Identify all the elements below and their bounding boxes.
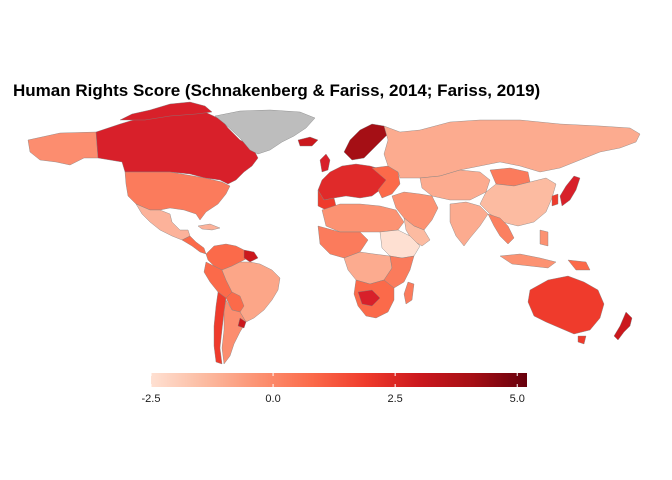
region-madagascar [403,281,415,305]
region-arabia [403,217,431,247]
legend-tick-label: 2.5 [387,393,403,405]
region-canada-islands [119,101,213,121]
region-mexico [135,203,191,241]
region-iceland [297,136,319,147]
region-philippines [539,229,549,247]
region-scandinavia [343,123,389,161]
region-central-america [181,235,207,255]
region-russia [383,119,641,179]
region-australia [527,275,605,335]
legend-tick-label: 5.0 [509,393,525,405]
region-usa [124,171,231,221]
region-uruguay [237,317,247,329]
region-korea [551,193,559,207]
region-caribbean [197,223,221,231]
region-namibia-botswana [357,289,381,307]
region-middle-east [391,191,439,231]
region-tasmania [577,335,587,345]
region-greenland [214,109,316,155]
map-title: Human Rights Score (Schnakenberg & Faris… [13,81,541,100]
region-india [449,201,489,247]
region-new-zealand [613,311,633,341]
region-png [567,259,591,271]
region-japan [559,175,581,207]
region-north-africa [321,203,405,233]
region-alaska [27,131,99,166]
region-argentina [221,299,247,365]
legend-tick-label: -2.5 [141,393,161,405]
region-southeast-asia [487,213,515,245]
region-indonesia [499,253,557,269]
region-uk [319,153,331,173]
region-guianas [243,249,259,263]
region-east-africa [383,255,415,289]
region-colombia [205,243,249,271]
legend-tick-label: 0.0 [265,393,281,405]
